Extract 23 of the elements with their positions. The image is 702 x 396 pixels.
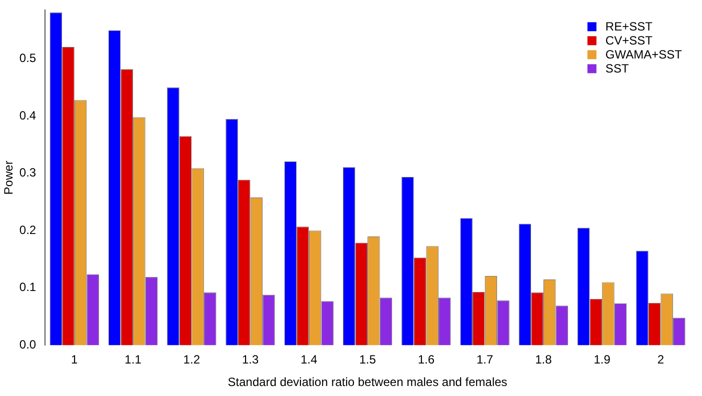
x-tick-label: 1.9 xyxy=(594,352,611,367)
x-axis-title: Standard deviation ratio between males and females xyxy=(228,375,508,390)
y-tick-label: 0.2 xyxy=(19,222,36,237)
x-tick-label: 1.8 xyxy=(535,352,552,367)
x-tick-label: 1.5 xyxy=(359,352,376,367)
y-tick-label: 0.4 xyxy=(19,108,36,122)
x-tick-label: 2 xyxy=(657,352,664,367)
x-tick-label: 1.4 xyxy=(300,352,318,367)
legend-label: RE+SST xyxy=(605,20,654,34)
y-tick-label: 0.1 xyxy=(19,280,36,294)
x-tick-label: 1 xyxy=(71,352,78,367)
y-axis-title: Power xyxy=(2,160,16,195)
x-tick-label: 1.1 xyxy=(124,352,142,367)
legend-label: SST xyxy=(605,62,630,76)
x-tick-label: 1.6 xyxy=(418,352,435,367)
y-tick-label: 0.5 xyxy=(19,51,36,66)
x-tick-label: 1.7 xyxy=(476,352,494,367)
x-tick-label: 1.2 xyxy=(183,352,200,367)
y-tick-label: 0.0 xyxy=(19,338,36,352)
y-tick-label: 0.3 xyxy=(19,166,36,180)
legend-label: GWAMA+SST xyxy=(605,48,683,62)
x-tick-label: 1.3 xyxy=(242,352,259,367)
legend-label: CV+SST xyxy=(605,34,654,48)
